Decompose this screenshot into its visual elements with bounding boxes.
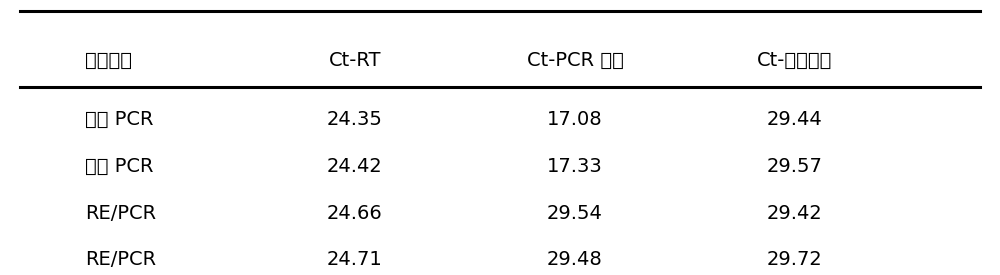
Text: 29.57: 29.57 [767,157,823,176]
Text: 29.44: 29.44 [767,110,823,129]
Text: 常规 PCR: 常规 PCR [85,157,154,176]
Text: 24.35: 24.35 [327,110,383,129]
Text: 29.48: 29.48 [547,250,603,270]
Text: 29.72: 29.72 [767,250,823,270]
Text: 29.54: 29.54 [547,204,603,223]
Text: Ct-RT: Ct-RT [329,51,381,70]
Text: Ct-PCR 产物: Ct-PCR 产物 [527,51,623,70]
Text: RE/PCR: RE/PCR [85,250,156,270]
Text: 常规 PCR: 常规 PCR [85,110,154,129]
Text: 24.42: 24.42 [327,157,383,176]
Text: 17.33: 17.33 [547,157,603,176]
Text: 反应体系: 反应体系 [85,51,132,70]
Text: Ct-空白对照: Ct-空白对照 [757,51,833,70]
Text: 24.66: 24.66 [327,204,383,223]
Text: 17.08: 17.08 [547,110,603,129]
Text: 24.71: 24.71 [327,250,383,270]
Text: 29.42: 29.42 [767,204,823,223]
Text: RE/PCR: RE/PCR [85,204,156,223]
